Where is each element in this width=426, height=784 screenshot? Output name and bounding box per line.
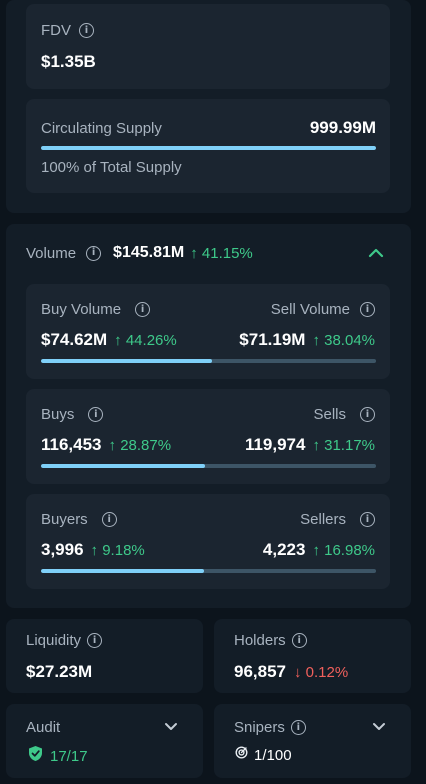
shield-check-icon [28, 745, 43, 767]
liquidity-value: $27.23M [26, 662, 93, 681]
sells-value: 119,974 [244, 435, 306, 454]
audit-label: Audit [26, 719, 61, 736]
supply-header: Circulating Supply 999.99M [41, 118, 376, 138]
fdv-label: FDV [41, 22, 71, 39]
fdv-value: $1.35B [41, 52, 96, 71]
buy-volume-value: $74.62M [41, 330, 108, 349]
info-icon[interactable]: i [87, 633, 103, 648]
snipers-card[interactable]: Snipers i 1/100 [214, 704, 411, 778]
sells-label: Sells [313, 406, 346, 423]
sell-volume-change: ↑ 38.04% [312, 332, 375, 349]
txns-ratio-fill [41, 464, 206, 468]
traders-ratio-bar [41, 569, 376, 573]
holders-change: ↓ 0.12% [294, 664, 349, 681]
holders-card: Holders i 96,857 ↓ 0.12% [214, 619, 411, 693]
sell-volume-label: Sell Volume [270, 301, 350, 318]
volume-ratio-fill [41, 359, 212, 363]
info-icon[interactable]: i [360, 512, 375, 527]
buyers-value: 3,996 [41, 540, 84, 559]
buyers-sellers-card: Buyers i Sellers i 3,996 ↑ 9.18% 4,223 ↑ 1… [26, 494, 390, 589]
holders-value: 96,857 [234, 662, 286, 681]
volume-label: Volume [26, 244, 77, 262]
target-icon [235, 746, 248, 764]
info-icon[interactable]: i [79, 23, 94, 38]
sellers-value: 4,223 [262, 540, 306, 559]
chevron-down-icon[interactable] [164, 722, 178, 731]
sellers-change: ↑ 16.98% [312, 542, 375, 559]
buys-sells-card: Buys i Sells i 116,453 ↑ 28.87% 119,974 ↑ … [26, 389, 390, 484]
info-icon[interactable]: i [290, 720, 306, 735]
info-icon[interactable]: i [291, 633, 307, 648]
snipers-label: Snipers [234, 719, 285, 736]
buys-change: ↑ 28.87% [108, 437, 172, 454]
liquidity-label: Liquidity [26, 632, 82, 649]
volume-header[interactable]: Volume i $145.81M ↑ 41.15% [26, 244, 384, 262]
sellers-label: Sellers [300, 511, 346, 528]
snipers-value: 1/100 [254, 746, 292, 764]
buy-volume-change: ↑ 44.26% [114, 332, 177, 349]
info-icon[interactable]: i [360, 407, 375, 422]
volume-change: ↑ 41.15% [190, 244, 253, 262]
supply-progress-fill [41, 146, 376, 150]
info-icon[interactable]: i [360, 302, 375, 317]
volume-ratio-bar [41, 359, 376, 363]
buys-label: Buys [41, 406, 75, 423]
supply-sub: 100% of Total Supply [41, 159, 182, 176]
info-icon[interactable]: i [135, 302, 151, 317]
holders-label: Holders [234, 632, 286, 649]
info-icon[interactable]: i [101, 512, 117, 527]
audit-card[interactable]: Audit 17/17 [6, 704, 203, 778]
supply-label: Circulating Supply [41, 119, 162, 137]
chevron-up-icon[interactable] [368, 248, 384, 258]
fdv-card: FDV i $1.35B [26, 4, 390, 89]
audit-value: 17/17 [50, 747, 88, 765]
buyers-change: ↑ 9.18% [90, 542, 145, 559]
buys-value: 116,453 [41, 435, 102, 454]
chevron-down-icon[interactable] [372, 722, 386, 731]
sell-volume-value: $71.19M [239, 330, 306, 349]
sells-change: ↑ 31.17% [312, 437, 375, 454]
info-icon[interactable]: i [88, 407, 104, 422]
volume-value: $145.81M [113, 244, 185, 261]
fdv-label-row: FDV i [41, 22, 94, 39]
buy-sell-volume-card: Buy Volume i Sell Volume i $74.62M ↑ 44.26… [26, 284, 390, 379]
info-icon[interactable]: i [86, 245, 102, 261]
txns-ratio-bar [41, 464, 376, 468]
buyers-label: Buyers [41, 511, 88, 528]
buy-volume-label: Buy Volume [41, 301, 122, 318]
supply-progress-bar [41, 146, 376, 150]
liquidity-card: Liquidity i $27.23M [6, 619, 203, 693]
supply-value: 999.99M [309, 118, 376, 137]
traders-ratio-fill [41, 569, 204, 573]
circulating-supply-card: Circulating Supply 999.99M 100% of Total… [26, 99, 390, 193]
